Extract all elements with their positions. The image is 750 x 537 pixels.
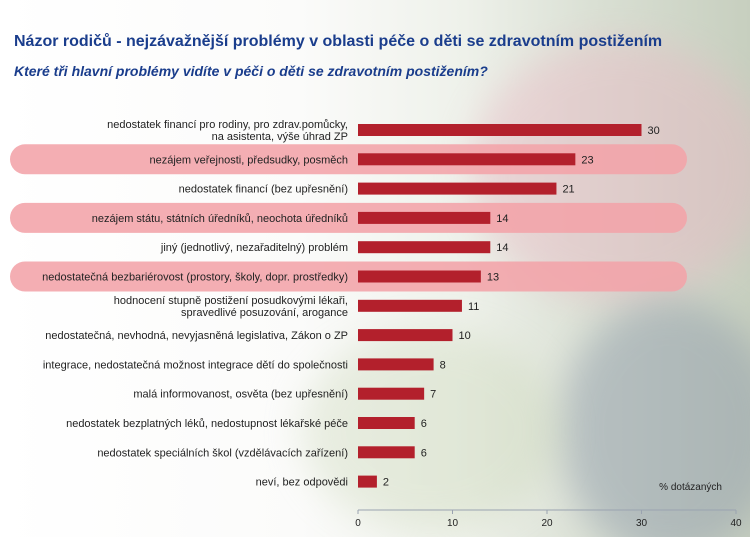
value-label: 13 (487, 272, 499, 284)
highlight-band (10, 202, 687, 233)
value-label: 11 (468, 301, 479, 313)
bar (358, 270, 481, 283)
category-label: nedostatečná, nevhodná, nevyjasněná legi… (45, 330, 348, 342)
value-label: 8 (440, 359, 446, 371)
category-label: nedostatek financí pro rodiny, pro zdrav… (107, 119, 348, 143)
category-label: nedostatek bezplatných léků, nedostupnos… (66, 418, 348, 430)
value-label: 6 (421, 447, 427, 459)
x-tick-label: 10 (447, 518, 459, 529)
value-label: 10 (459, 330, 471, 342)
x-tick-label: 30 (636, 518, 648, 529)
value-label: 23 (581, 154, 593, 166)
bar (358, 124, 642, 136)
value-label: 30 (648, 125, 660, 137)
category-label: hodnocení stupně postižení posudkovými l… (114, 295, 348, 319)
chart-title: Názor rodičů - nejzávažnější problémy v … (14, 33, 663, 50)
chart-subtitle: Které tři hlavní problémy vidíte v péči … (14, 63, 488, 79)
bar (358, 299, 462, 312)
bar (358, 182, 557, 195)
bar (358, 446, 415, 459)
bar (358, 387, 425, 400)
value-label: 14 (496, 213, 508, 225)
value-label: 2 (383, 477, 389, 489)
x-tick-label: 20 (541, 518, 553, 529)
bar (358, 358, 434, 371)
category-label: nedostatečná bezbariérovost (prostory, š… (42, 272, 348, 284)
highlight-band (10, 144, 687, 175)
bar (358, 475, 377, 488)
bar (358, 329, 453, 342)
background-photo-shade (560, 300, 750, 537)
bar (358, 153, 576, 166)
category-label: neví, bez odpovědi (256, 477, 348, 489)
category-label: integrace, nedostatečná možnost integrac… (43, 359, 348, 371)
category-label: nedostatek speciálních škol (vzdělávacíc… (97, 447, 348, 459)
category-label: nezájem státu, státních úředníků, neocho… (92, 213, 348, 225)
bar (358, 241, 491, 254)
category-label: jiný (jednotlivý, nezařaditelný) problém (160, 242, 348, 254)
unit-label: % dotázaných (659, 482, 722, 493)
x-tick-label: 0 (355, 518, 361, 529)
x-tick-label: 40 (730, 518, 742, 529)
value-label: 14 (496, 242, 508, 254)
value-label: 7 (430, 389, 436, 401)
category-label: nezájem veřejnosti, předsudky, posměch (149, 154, 348, 166)
bar (358, 417, 415, 429)
category-label: nedostatek financí (bez upřesnění) (179, 184, 348, 196)
value-label: 6 (421, 418, 427, 430)
bar (358, 211, 491, 224)
value-label: 21 (562, 184, 574, 196)
category-label: malá informovanost, osvěta (bez upřesněn… (133, 389, 348, 401)
highlight-band (10, 261, 687, 292)
